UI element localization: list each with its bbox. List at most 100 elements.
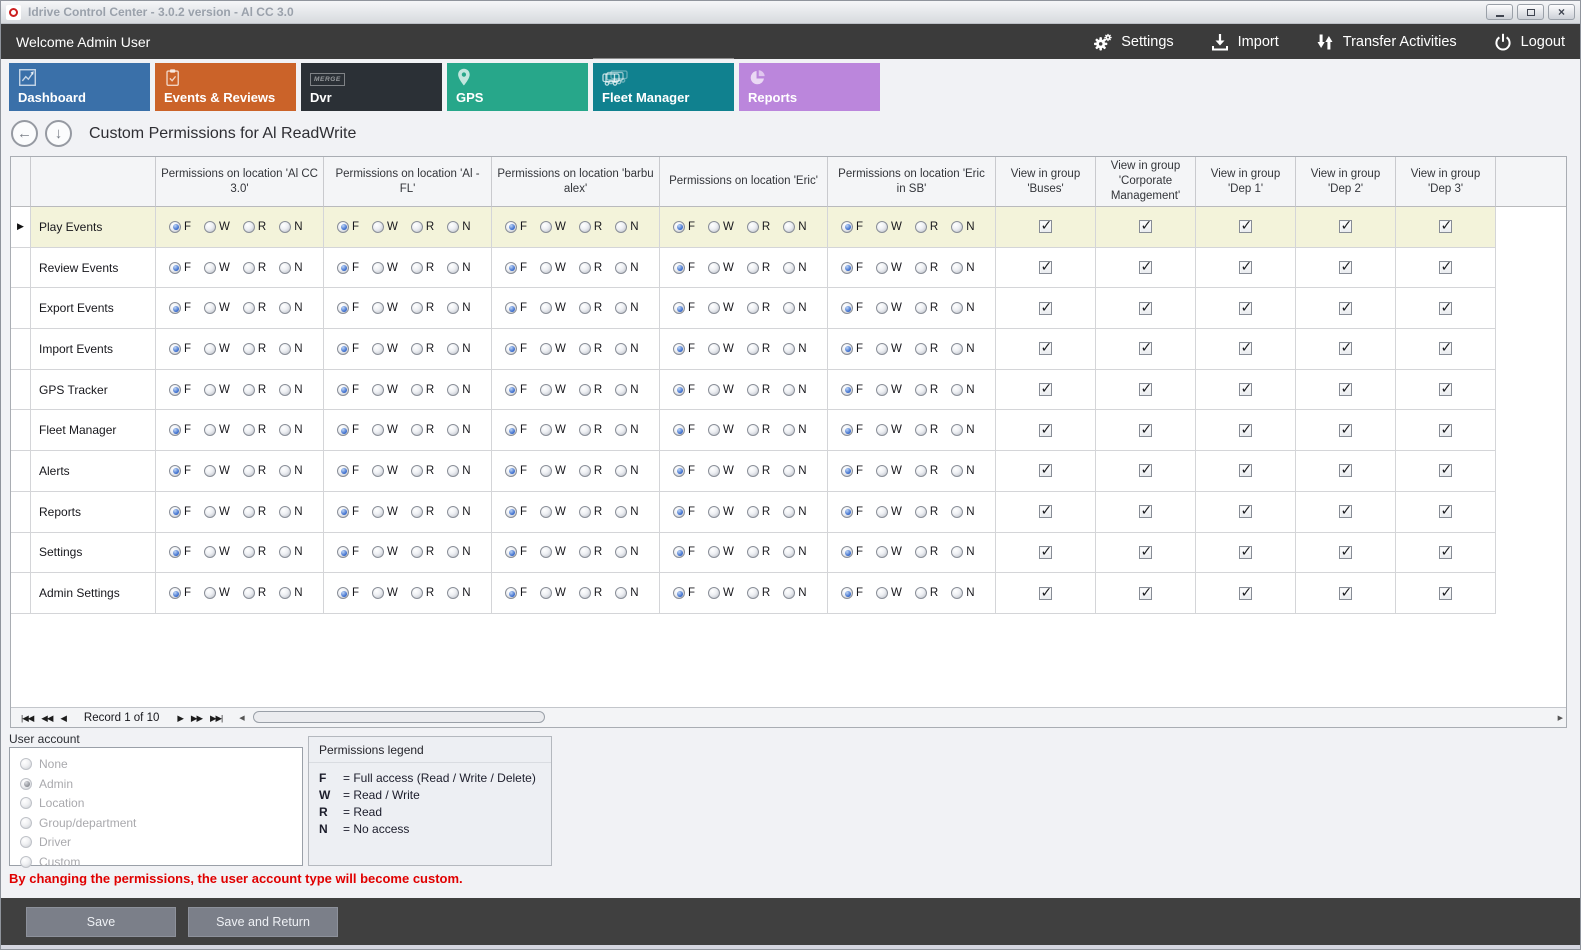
group-view-checkbox[interactable]: [1239, 584, 1252, 601]
group-view-checkbox[interactable]: [1339, 299, 1352, 316]
radio-option-f[interactable]: F: [505, 220, 527, 233]
group-view-checkbox[interactable]: [1339, 502, 1352, 519]
radio-option-f[interactable]: F: [337, 261, 359, 274]
radio-option-n[interactable]: N: [615, 261, 639, 274]
radio-option-n[interactable]: N: [279, 464, 303, 477]
radio-option-f[interactable]: F: [673, 505, 695, 518]
radio-option-n[interactable]: N: [783, 546, 807, 559]
group-view-checkbox[interactable]: [1339, 421, 1352, 438]
radio-option-f[interactable]: F: [337, 424, 359, 437]
radio-option-f[interactable]: F: [841, 424, 863, 437]
radio-option-w[interactable]: W: [204, 383, 230, 396]
menu-item-settings[interactable]: Settings: [1093, 32, 1174, 52]
radio-option-r[interactable]: R: [914, 383, 938, 396]
radio-option-f[interactable]: F: [169, 505, 191, 518]
radio-option-w[interactable]: W: [708, 383, 734, 396]
radio-option-n[interactable]: N: [279, 505, 303, 518]
radio-option-n[interactable]: N: [783, 424, 807, 437]
group-view-checkbox[interactable]: [1439, 584, 1452, 601]
radio-option-r[interactable]: R: [410, 261, 434, 274]
radio-option-w[interactable]: W: [540, 383, 566, 396]
radio-option-w[interactable]: W: [876, 587, 902, 600]
radio-option-f[interactable]: F: [169, 424, 191, 437]
group-view-checkbox[interactable]: [1339, 461, 1352, 478]
radio-option-n[interactable]: N: [615, 220, 639, 233]
radio-option-r[interactable]: R: [746, 424, 770, 437]
group-view-checkbox[interactable]: [1439, 299, 1452, 316]
radio-option-r[interactable]: R: [242, 546, 266, 559]
radio-option-n[interactable]: N: [447, 464, 471, 477]
radio-option-w[interactable]: W: [540, 546, 566, 559]
first-record-button[interactable]: |◀◀: [21, 712, 34, 723]
group-view-checkbox[interactable]: [1239, 339, 1252, 356]
group-view-checkbox[interactable]: [1439, 502, 1452, 519]
radio-option-w[interactable]: W: [708, 464, 734, 477]
column-header-permissions-on-location-barbu-alex[interactable]: Permissions on location 'barbu alex': [492, 157, 660, 207]
maximize-button[interactable]: [1517, 4, 1544, 20]
column-header-view-in-group-buses[interactable]: View in group 'Buses': [996, 157, 1096, 207]
radio-option-r[interactable]: R: [242, 220, 266, 233]
column-header-permissions-on-location-al-cc-3-0[interactable]: Permissions on location 'Al CC 3.0': [156, 157, 324, 207]
next-record-button[interactable]: ▶: [177, 712, 184, 723]
group-view-checkbox[interactable]: [1439, 380, 1452, 397]
radio-option-n[interactable]: N: [951, 342, 975, 355]
prev-page-button[interactable]: ◀◀: [41, 712, 53, 723]
radio-option-n[interactable]: N: [783, 383, 807, 396]
radio-option-r[interactable]: R: [746, 302, 770, 315]
group-view-checkbox[interactable]: [1039, 543, 1052, 560]
radio-option-w[interactable]: W: [204, 342, 230, 355]
radio-option-w[interactable]: W: [372, 464, 398, 477]
radio-option-w[interactable]: W: [876, 261, 902, 274]
column-header-view-in-group-dep-3[interactable]: View in group 'Dep 3': [1396, 157, 1496, 207]
radio-option-n[interactable]: N: [615, 424, 639, 437]
group-view-checkbox[interactable]: [1339, 339, 1352, 356]
radio-option-r[interactable]: R: [578, 302, 602, 315]
radio-option-r[interactable]: R: [410, 546, 434, 559]
radio-option-n[interactable]: N: [783, 342, 807, 355]
radio-option-n[interactable]: N: [447, 220, 471, 233]
radio-option-n[interactable]: N: [951, 302, 975, 315]
radio-option-w[interactable]: W: [204, 424, 230, 437]
radio-option-f[interactable]: F: [337, 546, 359, 559]
radio-option-r[interactable]: R: [410, 587, 434, 600]
radio-option-f[interactable]: F: [505, 546, 527, 559]
radio-option-f[interactable]: F: [673, 546, 695, 559]
radio-option-n[interactable]: N: [615, 546, 639, 559]
column-header-view-in-group-corporate-management[interactable]: View in group 'Corporate Management': [1096, 157, 1196, 207]
group-view-checkbox[interactable]: [1139, 258, 1152, 275]
radio-option-r[interactable]: R: [746, 587, 770, 600]
radio-option-f[interactable]: F: [337, 383, 359, 396]
group-view-checkbox[interactable]: [1239, 258, 1252, 275]
radio-option-n[interactable]: N: [951, 220, 975, 233]
group-view-checkbox[interactable]: [1039, 584, 1052, 601]
radio-option-r[interactable]: R: [410, 424, 434, 437]
radio-option-f[interactable]: F: [505, 383, 527, 396]
radio-option-w[interactable]: W: [540, 505, 566, 518]
radio-option-w[interactable]: W: [876, 220, 902, 233]
radio-option-r[interactable]: R: [746, 342, 770, 355]
tab-reports[interactable]: Reports: [739, 63, 880, 111]
group-view-checkbox[interactable]: [1039, 502, 1052, 519]
radio-option-w[interactable]: W: [708, 424, 734, 437]
radio-option-r[interactable]: R: [914, 302, 938, 315]
radio-option-r[interactable]: R: [242, 383, 266, 396]
radio-option-f[interactable]: F: [505, 424, 527, 437]
group-view-checkbox[interactable]: [1139, 461, 1152, 478]
group-view-checkbox[interactable]: [1239, 380, 1252, 397]
radio-option-w[interactable]: W: [708, 587, 734, 600]
radio-option-w[interactable]: W: [708, 220, 734, 233]
radio-option-w[interactable]: W: [708, 261, 734, 274]
group-view-checkbox[interactable]: [1339, 258, 1352, 275]
radio-option-r[interactable]: R: [242, 342, 266, 355]
radio-option-r[interactable]: R: [914, 546, 938, 559]
close-button[interactable]: ×: [1548, 4, 1575, 20]
radio-option-w[interactable]: W: [372, 261, 398, 274]
radio-option-w[interactable]: W: [876, 546, 902, 559]
radio-option-r[interactable]: R: [410, 464, 434, 477]
save-and-return-button[interactable]: Save and Return: [188, 907, 338, 937]
radio-option-n[interactable]: N: [447, 302, 471, 315]
radio-option-n[interactable]: N: [279, 302, 303, 315]
radio-option-r[interactable]: R: [242, 302, 266, 315]
group-view-checkbox[interactable]: [1039, 421, 1052, 438]
radio-option-f[interactable]: F: [841, 383, 863, 396]
